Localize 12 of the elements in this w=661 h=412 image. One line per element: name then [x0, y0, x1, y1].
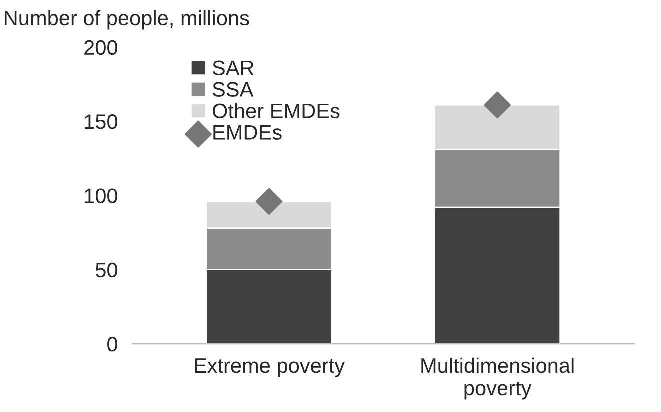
- x-tick-label: Extreme poverty: [195, 358, 346, 378]
- y-axis-title: Number of people, millions: [5, 10, 250, 30]
- y-tick-label: 200: [84, 40, 118, 56]
- legend-label: EMDEs: [214, 125, 282, 140]
- y-tick-label: 100: [85, 188, 118, 204]
- legend-label: SAR: [212, 60, 254, 76]
- legend-label: SSA: [212, 82, 254, 98]
- y-tick-label: 0: [108, 337, 118, 352]
- legend-label: Other EMDEs: [212, 103, 340, 119]
- x-tick-label: Multidimensional poverty: [422, 358, 574, 400]
- y-tick-label: 150: [85, 114, 118, 130]
- y-tick-label: 50: [96, 262, 118, 278]
